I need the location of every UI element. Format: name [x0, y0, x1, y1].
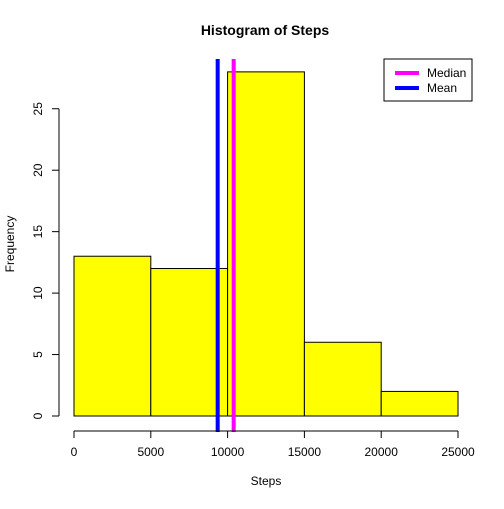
- y-tick-label-0: 0: [31, 412, 45, 419]
- histogram-bar-3: [303, 341, 382, 417]
- y-tick-label-2: 10: [31, 286, 45, 300]
- x-tick-label-4: 20000: [365, 445, 399, 459]
- y-tick-label-4: 20: [31, 163, 45, 177]
- histogram-bar-1: [150, 268, 229, 417]
- x-tick-label-3: 15000: [288, 445, 322, 459]
- x-axis-label: Steps: [251, 474, 282, 488]
- legend-box: [383, 58, 473, 102]
- x-tick-label-1: 5000: [137, 445, 164, 459]
- x-tick-label-2: 10000: [211, 445, 245, 459]
- y-axis: 0 5 10 15 20 25: [31, 102, 60, 419]
- reference-lines: [215, 59, 236, 432]
- y-tick-label-1: 5: [31, 351, 45, 358]
- x-tick-label-5: 25000: [441, 445, 475, 459]
- chart-title: Histogram of Steps: [201, 22, 330, 38]
- histogram-bar-4: [380, 390, 459, 417]
- x-tick-label-0: 0: [71, 445, 78, 459]
- legend-label-mean: Mean: [427, 81, 457, 95]
- x-axis: 0 5000 10000 15000 20000 25000: [71, 430, 475, 459]
- legend-label-median: Median: [427, 66, 466, 80]
- y-axis-label: Frequency: [3, 216, 17, 273]
- histogram-bar-0: [73, 255, 152, 417]
- y-tick-label-3: 15: [31, 225, 45, 239]
- histogram-bar-2: [227, 71, 305, 417]
- bars-group: [73, 71, 459, 417]
- y-tick-label-5: 25: [31, 102, 45, 116]
